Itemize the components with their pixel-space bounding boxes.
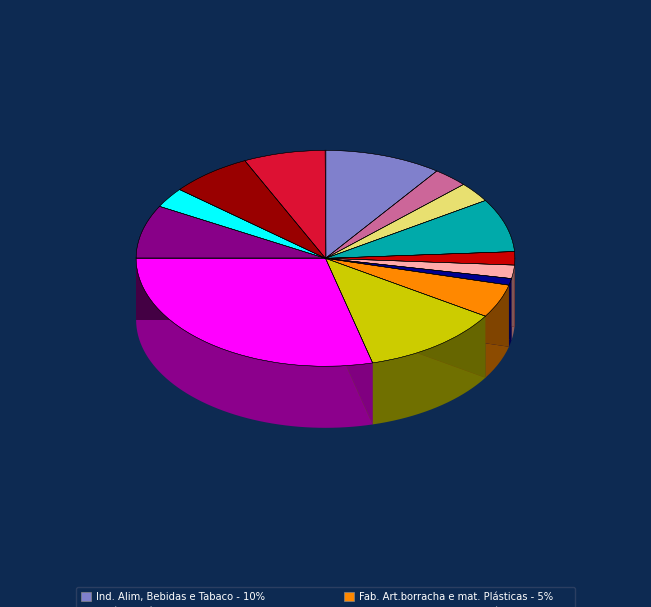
Wedge shape [326,251,515,265]
Polygon shape [326,259,372,424]
Polygon shape [136,259,326,320]
Wedge shape [326,151,437,259]
Wedge shape [326,200,514,259]
Polygon shape [326,259,509,347]
Polygon shape [326,259,512,340]
Polygon shape [326,259,514,327]
Wedge shape [326,259,486,363]
Polygon shape [372,316,486,424]
Polygon shape [136,259,372,428]
Polygon shape [136,259,326,320]
Wedge shape [136,259,372,366]
Polygon shape [486,285,509,378]
Polygon shape [326,259,514,327]
Legend: Ind. Alim, Bebidas e Tabaco - 10%, Indústria Têxtil - 3%, Ind. Couro e prod. Cou: Ind. Alim, Bebidas e Tabaco - 10%, Indús… [76,587,575,607]
Wedge shape [245,151,326,259]
Wedge shape [326,171,464,259]
Wedge shape [326,259,512,285]
Polygon shape [326,259,512,340]
Wedge shape [326,259,509,316]
Wedge shape [180,161,326,259]
Polygon shape [326,259,486,378]
Polygon shape [509,279,512,347]
Wedge shape [159,189,326,259]
Polygon shape [512,265,514,340]
Wedge shape [326,259,514,279]
Wedge shape [326,185,486,259]
Polygon shape [326,259,372,424]
Polygon shape [326,259,509,347]
Polygon shape [326,259,486,378]
Wedge shape [136,206,326,259]
